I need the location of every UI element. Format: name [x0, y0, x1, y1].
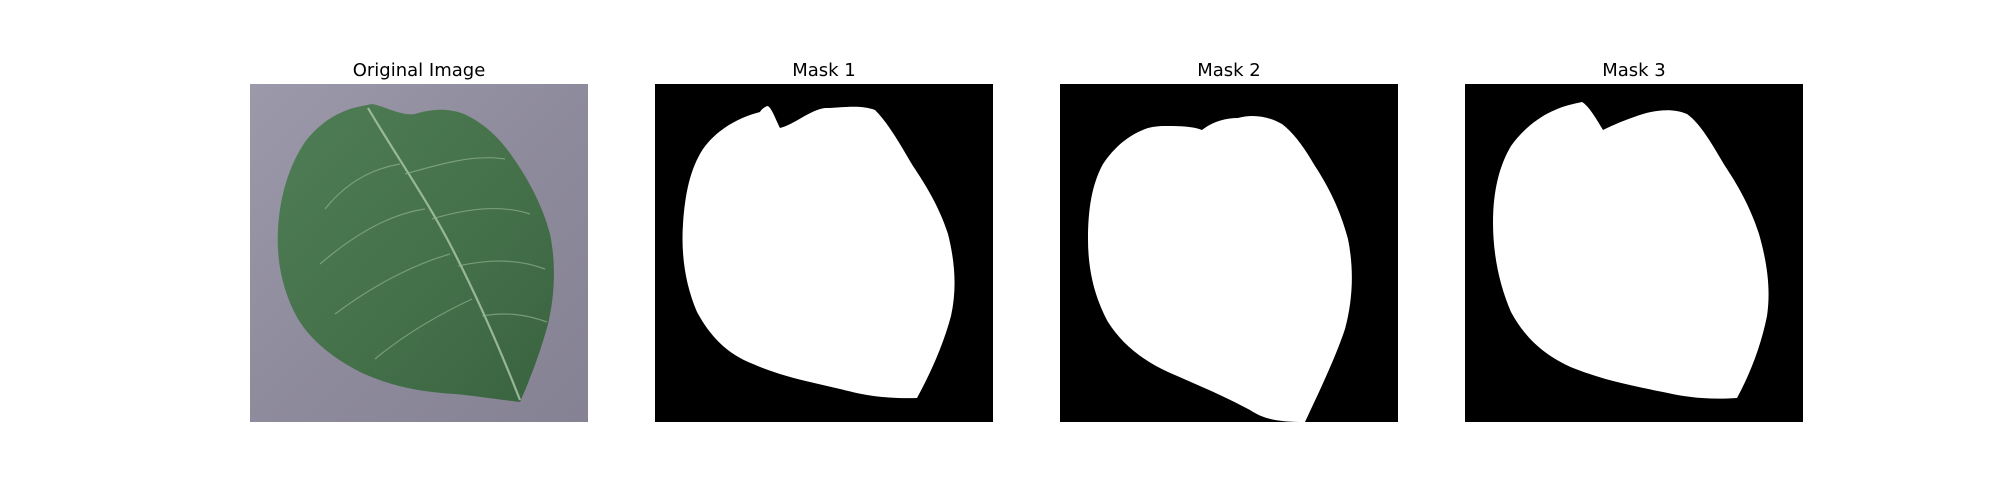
leaf-shape — [277, 104, 554, 402]
leaf-vein — [324, 163, 401, 210]
panel-title: Mask 3 — [1602, 60, 1666, 81]
panel-title: Mask 2 — [1197, 60, 1261, 81]
panel-mask-3: Mask 3 — [1465, 58, 1803, 422]
leaf-vein — [431, 207, 531, 220]
leaf-vein — [404, 157, 506, 175]
panel-original-image: Original Image — [250, 58, 588, 422]
panel-title: Original Image — [352, 60, 486, 81]
leaf-vein — [334, 253, 451, 315]
mask-region — [682, 106, 955, 399]
mask-region — [1493, 102, 1769, 399]
leaf-midrib — [367, 107, 522, 401]
mask-image-1 — [655, 84, 993, 422]
panel-mask-1: Mask 1 — [655, 58, 993, 422]
original-image — [250, 84, 588, 422]
panel-mask-2: Mask 2 — [1060, 58, 1398, 422]
leaf-vein — [374, 298, 473, 360]
leaf-vein — [481, 313, 548, 323]
mask-image-3 — [1465, 84, 1803, 422]
leaf-vein — [319, 208, 426, 265]
mask-region — [1088, 116, 1352, 422]
panel-title: Mask 1 — [792, 60, 856, 81]
leaf-vein — [457, 260, 546, 270]
mask-image-2 — [1060, 84, 1398, 422]
